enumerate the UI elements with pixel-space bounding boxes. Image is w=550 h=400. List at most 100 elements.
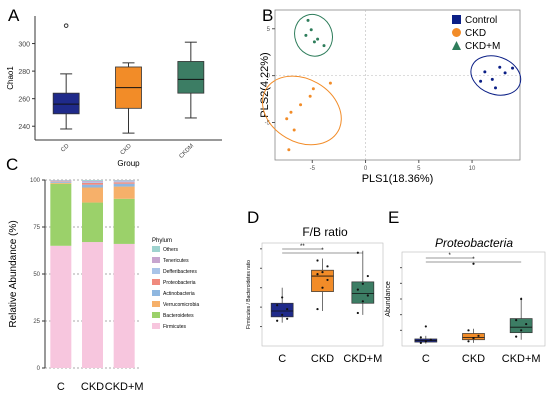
jitter-point [316, 307, 319, 311]
jitter-point [361, 300, 364, 303]
jitter-point [321, 286, 324, 289]
legend-marker [452, 41, 461, 50]
legend-swatch [152, 268, 160, 274]
y-tick-label: 5 [267, 27, 271, 33]
jitter-point [472, 262, 475, 265]
y-axis-title: Chao1 [6, 66, 15, 90]
jitter-point [520, 329, 523, 332]
scatter-point [308, 94, 312, 98]
legend-label: Tenericutes [163, 258, 189, 264]
jitter-point [429, 338, 432, 341]
chart-title: Proteobacteria [435, 236, 513, 250]
confidence-ellipse [294, 13, 333, 57]
jitter-point [366, 294, 369, 297]
bar-segment [50, 183, 72, 246]
x-tick-label: 10 [469, 166, 476, 172]
scatter-point [503, 71, 507, 75]
jitter-point [525, 322, 528, 326]
x-tick-label: C [57, 381, 65, 393]
jitter-point [366, 274, 369, 278]
jitter-point [326, 265, 329, 268]
panel-e-label: E [388, 208, 399, 227]
jitter-point [424, 325, 427, 328]
jitter-point [286, 317, 289, 320]
x-tick-label: 0 [364, 166, 368, 172]
scatter-point [494, 86, 497, 90]
jitter-point [419, 341, 422, 344]
outlier-point [63, 23, 69, 28]
panel-b-group: B -5 0 5 10-505PLS1(18.36%)PLS2(4.22%)Contr… [259, 6, 522, 185]
jitter-point [356, 288, 359, 291]
scatter-point [287, 148, 291, 152]
jitter-point [477, 334, 480, 337]
panel-a-label: A [8, 6, 20, 25]
legend-label: Actinobacteria [163, 291, 195, 297]
y-tick-label: 260 [18, 97, 30, 104]
jitter-point [316, 259, 319, 262]
legend-label: Bacteroidetes [163, 313, 194, 319]
bar-segment [50, 245, 72, 368]
bar-segment [82, 180, 103, 182]
panel-c-label: C [6, 155, 18, 174]
jitter-point [472, 337, 475, 340]
jitter-point [316, 272, 319, 276]
panel-e-group: E Proteobacteria Abundance C CKD CKD+M * * [385, 208, 546, 365]
scatter-point [304, 33, 308, 37]
x-tick-label: CKD [462, 353, 485, 365]
legend-title: Phylum [152, 238, 172, 244]
scatter-point [285, 117, 289, 121]
legend-marker [452, 15, 461, 24]
bar-segment [82, 184, 103, 188]
scatter-point [309, 28, 313, 32]
significance-label: * [448, 253, 451, 259]
x-axis-title: PLS1(18.36%) [362, 173, 434, 185]
y-tick-label: 50 [33, 272, 40, 278]
bar-segment [113, 198, 135, 244]
jitter-point [276, 319, 279, 322]
scatter-point [289, 110, 293, 114]
scatter-point [311, 87, 315, 91]
bar-segment [82, 181, 103, 183]
jitter-point [286, 307, 289, 311]
y-axis-title: Abundance [385, 281, 392, 317]
bar-segment [82, 202, 103, 243]
bar-segment [113, 182, 135, 184]
x-tick-label: CKD+M [502, 353, 541, 365]
box-ckd [462, 333, 485, 341]
scatter-point [316, 37, 320, 41]
bar-segment [113, 180, 135, 181]
x-tick-label: CKD [311, 353, 334, 365]
y-tick-label: 300 [18, 42, 30, 49]
legend-label: Proteobacteria [163, 280, 196, 286]
y-tick-label: 0 [267, 74, 271, 80]
box-ckd-m [509, 318, 533, 334]
scatter-point [479, 79, 483, 83]
jitter-point [515, 319, 518, 322]
legend-swatch [152, 290, 160, 296]
scatter-point [299, 103, 303, 107]
y-tick-label: 0 [37, 366, 41, 372]
scatter-point [483, 70, 487, 74]
legend-label: Others [163, 247, 179, 253]
significance-label: * [472, 257, 475, 263]
panel-a-group: A 240 260 280 300 Chao1 Group CD CKD CKDM [6, 6, 222, 168]
legend-label: CKD+M [465, 41, 500, 52]
jitter-point [520, 297, 523, 301]
legend-swatch [152, 257, 160, 263]
box-ckd [311, 269, 334, 292]
box-cd [52, 92, 80, 115]
x-tick-label: C [278, 353, 286, 365]
box-ckd-m [351, 281, 375, 304]
x-tick-label: CKD+M [343, 353, 382, 365]
legend-swatch [152, 323, 160, 329]
panel-b-label: B [262, 6, 273, 25]
bar-segment [113, 181, 135, 183]
x-tick-label: CKD+M [105, 381, 144, 393]
chart-title: F/B ratio [302, 225, 348, 239]
jitter-point [361, 282, 364, 285]
jitter-point [356, 311, 359, 315]
scatter-point [306, 18, 310, 22]
legend-swatch [152, 312, 160, 318]
x-tick-label: -5 [310, 166, 316, 172]
